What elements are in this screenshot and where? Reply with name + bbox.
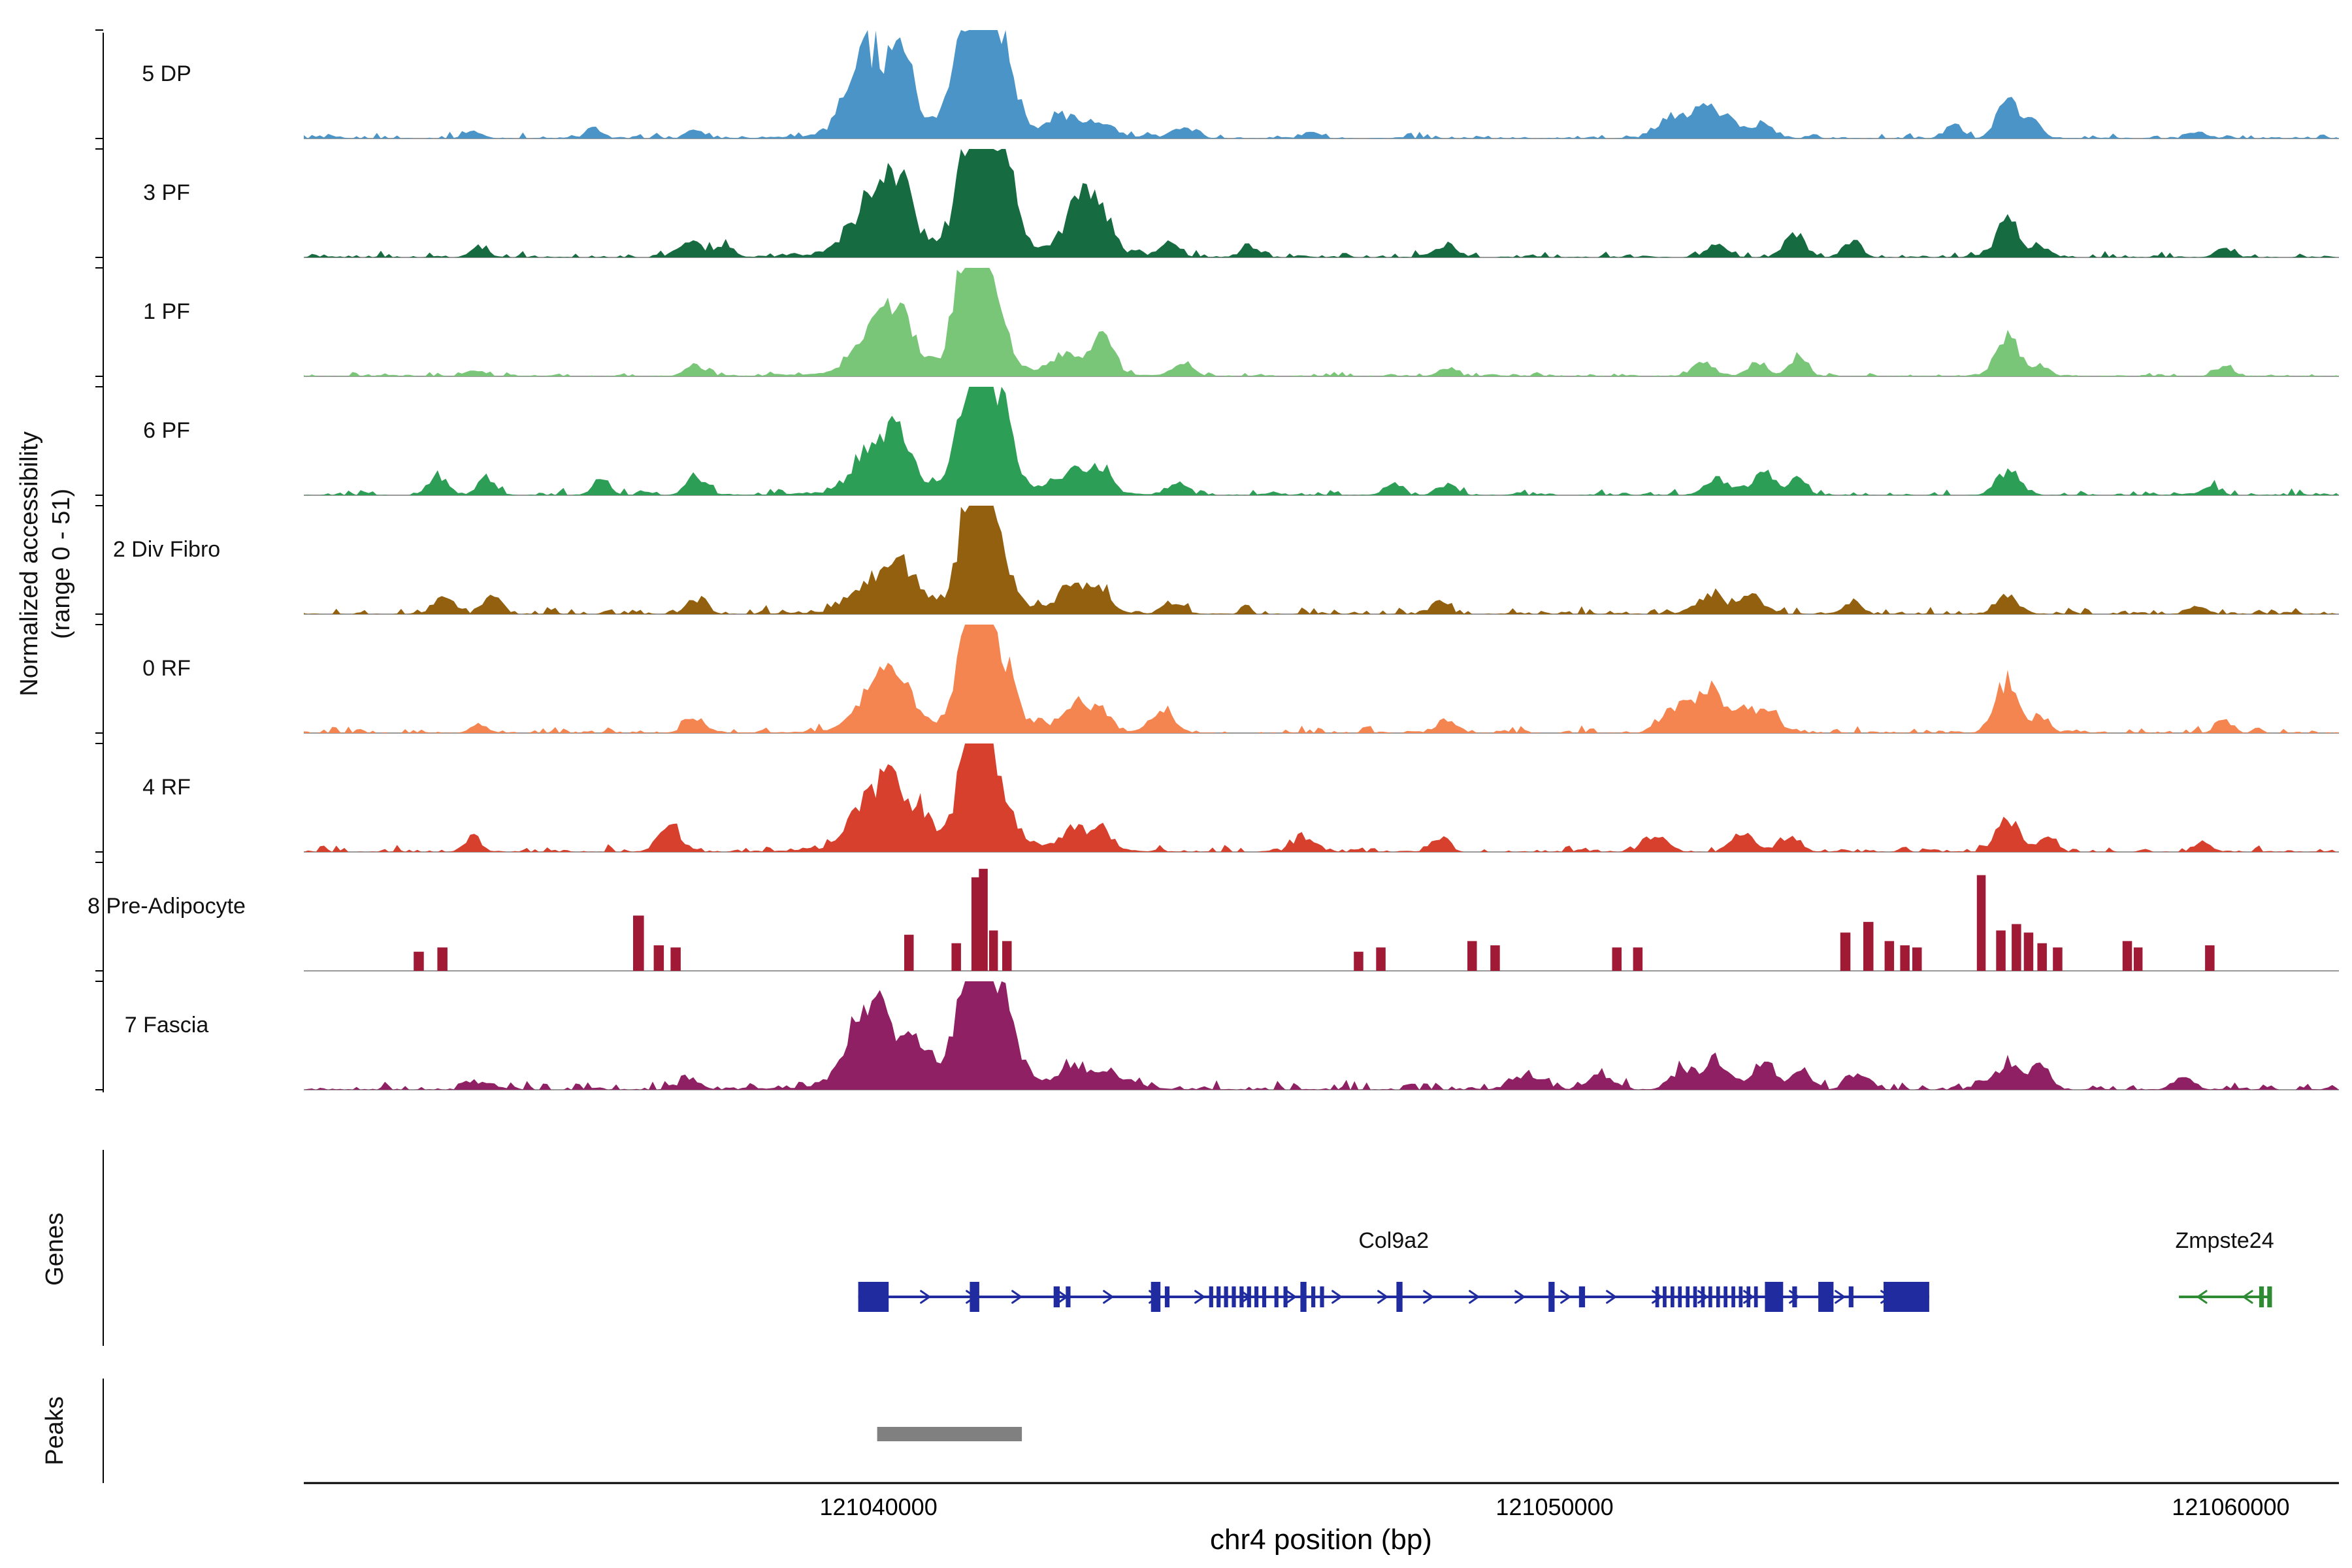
track-label: 2 Div Fibro: [112, 537, 221, 562]
track-label: 4 RF: [142, 775, 191, 800]
y-axis-label-line1: Normalized accessibility: [15, 431, 43, 696]
genes-section-label: Genes: [41, 1213, 69, 1286]
x-axis-title: chr4 position (bp): [1210, 1524, 1432, 1556]
coverage-track: [304, 268, 2339, 377]
y-axis-label-line2: (range 0 - 51): [48, 488, 75, 640]
gene-model: [2179, 1286, 2272, 1307]
coverage-track: [304, 868, 2339, 972]
peaks-annotation: [877, 1427, 1022, 1441]
coverage-track: [304, 743, 2339, 853]
x-tick-label: 121060000: [2172, 1494, 2290, 1520]
y-axis-label: Normalized accessibility (range 0 - 51): [7, 302, 85, 825]
track-label: 6 PF: [143, 418, 190, 443]
x-tick-label: 121040000: [819, 1494, 938, 1520]
gene-model: [858, 1282, 1929, 1312]
track-label: 1 PF: [143, 299, 190, 324]
gene-label: Zmpste24: [2175, 1228, 2274, 1253]
track-label: 3 PF: [143, 180, 190, 205]
coverage-track: [304, 149, 2339, 258]
track-label: 8 Pre-Adipocyte: [88, 894, 246, 919]
track-label: 0 RF: [142, 656, 191, 681]
gene-label: Col9a2: [1358, 1228, 1429, 1253]
x-tick-label: 121050000: [1495, 1494, 1614, 1520]
peaks-section-label: Peaks: [41, 1396, 69, 1465]
coverage-track: [304, 625, 2339, 734]
coverage-track: [304, 387, 2339, 496]
track-label: 5 DP: [142, 61, 191, 86]
coverage-track: [304, 981, 2339, 1090]
track-label: 7 Fascia: [124, 1013, 209, 1037]
axis-brackets: [95, 29, 104, 1483]
coverage-track: [304, 506, 2339, 615]
coverage-track: [304, 30, 2339, 139]
